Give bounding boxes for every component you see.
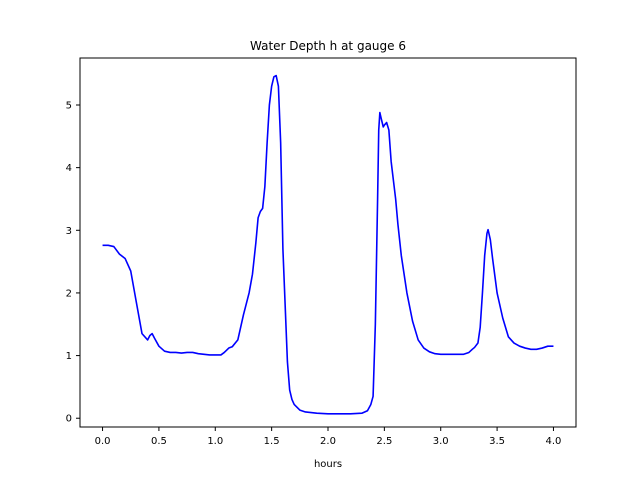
- x-axis: 0.0 0.5 1.0 1.5 2.0 2.5 3.0 3.5 4.0: [95, 427, 562, 447]
- y-tick-label: 4: [66, 163, 72, 174]
- x-tick-label: 0.5: [151, 436, 167, 447]
- y-tick-label: 0: [66, 414, 72, 425]
- x-tick-label: 1.5: [264, 436, 280, 447]
- y-tick-label: 2: [66, 288, 72, 299]
- x-tick-label: 4.0: [546, 436, 562, 447]
- chart-title: Water Depth h at gauge 6: [250, 39, 406, 53]
- x-tick-label: 3.0: [433, 436, 449, 447]
- plot-area: [102, 74, 554, 415]
- x-tick-label: 0.0: [95, 436, 111, 447]
- x-tick-label: 1.0: [207, 436, 223, 447]
- series-line: [102, 74, 554, 415]
- y-tick-label: 5: [66, 100, 72, 111]
- x-tick-label: 3.5: [489, 436, 505, 447]
- y-tick-label: 3: [66, 226, 72, 237]
- x-axis-label: hours: [314, 459, 342, 470]
- y-tick-label: 1: [66, 351, 72, 362]
- x-tick-label: 2.0: [320, 436, 336, 447]
- x-tick-label: 2.5: [376, 436, 392, 447]
- y-axis: 0 1 2 3 4 5: [66, 100, 80, 425]
